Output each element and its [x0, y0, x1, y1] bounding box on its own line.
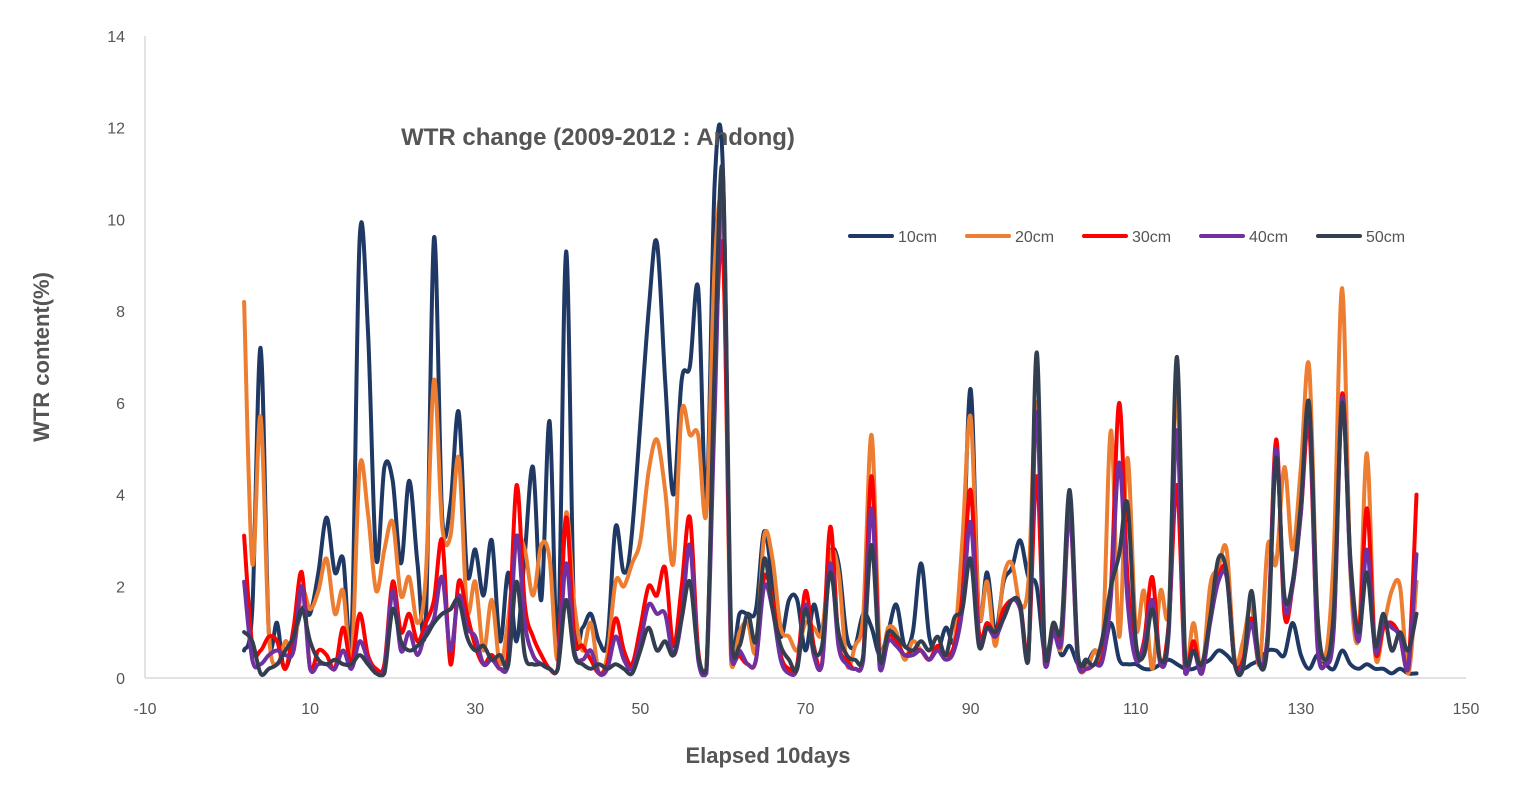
y-tick-label: 12	[107, 121, 125, 138]
legend: 10cm 20cm 30cm 40cm 50cm	[848, 229, 1405, 246]
x-tick-label: 70	[797, 701, 815, 718]
x-tick-label: 90	[962, 701, 980, 718]
legend-label-30cm: 30cm	[1132, 229, 1171, 246]
legend-label-20cm: 20cm	[1015, 229, 1054, 246]
y-tick-label: 4	[116, 488, 125, 505]
y-tick-label: 8	[116, 304, 125, 321]
chart-title: WTR change (2009-2012 : Andong)	[401, 124, 795, 151]
x-axis-title: Elapsed 10days	[685, 743, 850, 768]
y-tick-label: 2	[116, 579, 125, 596]
series-line-10cm	[242, 122, 1419, 676]
y-tick-label: 6	[116, 396, 125, 413]
y-axis-title: WTR content(%)	[29, 272, 54, 442]
series-layer	[242, 122, 1419, 678]
legend-label-40cm: 40cm	[1249, 229, 1288, 246]
x-tick-label: 130	[1288, 701, 1315, 718]
x-tick-label: 30	[466, 701, 484, 718]
y-tick-label: 0	[116, 671, 125, 688]
x-tick-label: 110	[1123, 701, 1149, 718]
y-tick-label: 14	[107, 29, 125, 46]
x-tick-label: 150	[1453, 701, 1480, 718]
legend-label-10cm: 10cm	[898, 229, 937, 246]
series-line-50cm	[242, 163, 1419, 678]
y-tick-labels: 0 2 4 6 8 10 12 14	[107, 29, 125, 688]
x-tick-label: -10	[133, 701, 156, 718]
x-tick-label: 10	[301, 701, 319, 718]
x-tick-labels: -10 10 30 50 70 90 110 130 150	[133, 701, 1479, 718]
y-tick-label: 10	[107, 212, 125, 229]
legend-label-50cm: 50cm	[1366, 229, 1405, 246]
x-tick-label: 50	[631, 701, 649, 718]
